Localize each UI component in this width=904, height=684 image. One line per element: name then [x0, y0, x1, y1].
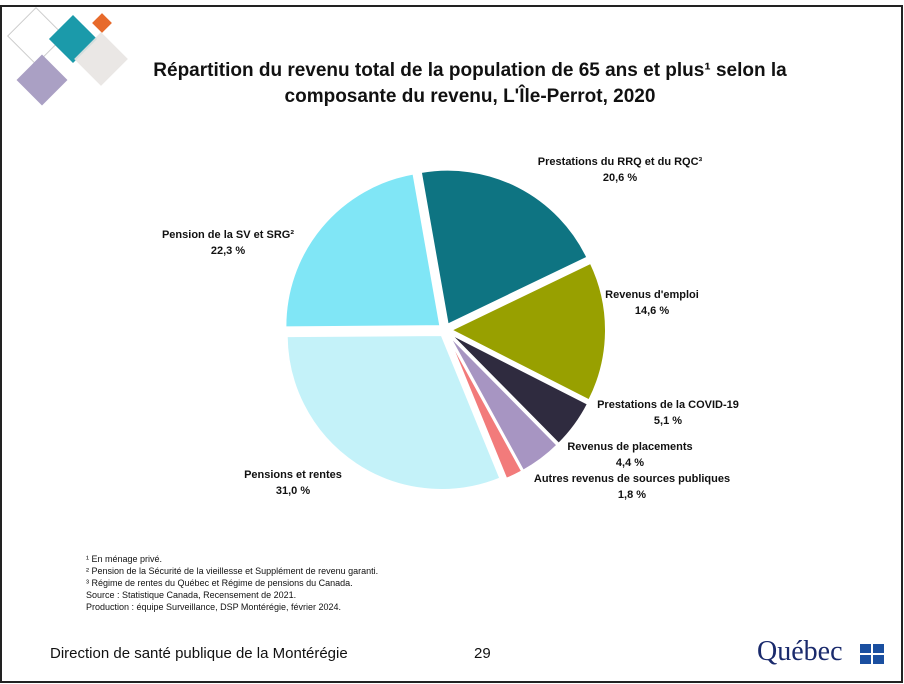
decoration: [7, 7, 128, 106]
pie-slice: [285, 333, 502, 491]
value-label: 1,8 %: [618, 489, 646, 501]
pie-slice: [448, 261, 607, 402]
value-label: 4,4 %: [616, 457, 644, 469]
slice-label: Prestations de la COVID-19: [597, 399, 739, 411]
pie-slice: [446, 334, 524, 481]
footnote: Production : équipe Surveillance, DSP Mo…: [86, 602, 341, 612]
footnote: ³ Régime de rentes du Québec et Régime d…: [86, 578, 353, 588]
chart-title: Répartition du revenu total de la popula…: [153, 60, 787, 107]
value-label: 22,3 %: [211, 245, 245, 257]
pie-slice: [284, 172, 442, 329]
value-label: 31,0 %: [276, 485, 310, 497]
footnote: ¹ En ménage privé.: [86, 554, 163, 564]
slice-label: Prestations du RRQ et du RQC³: [538, 156, 703, 168]
value-label: 5,1 %: [654, 415, 682, 427]
pie-slice: [447, 334, 559, 473]
value-label: 20,6 %: [603, 172, 637, 184]
quebec-flag: [860, 644, 884, 664]
logo: Québec: [757, 636, 843, 667]
slide-border: [0, 5, 903, 683]
slice-label: Autres revenus de sources publiques: [534, 473, 730, 485]
page-number: 29: [474, 645, 491, 662]
slice-label: Pensions et rentes: [244, 469, 342, 481]
slice-label: Revenus de placements: [567, 441, 692, 453]
slice-label: Pension de la SV et SRG²: [162, 229, 294, 241]
value-label: 14,6 %: [635, 305, 669, 317]
footnotes: ¹ En ménage privé. ² Pension de la Sécuri…: [86, 553, 378, 613]
pie-slice: [419, 168, 589, 327]
slice-label: Revenus d'emploi: [605, 289, 699, 301]
pie-slice: [449, 332, 590, 446]
footer-organization: Direction de santé publique de la Montér…: [50, 645, 348, 662]
footnote: ² Pension de la Sécurité de la vieilless…: [86, 566, 379, 576]
footnote: Source : Statistique Canada, Recensement…: [86, 590, 297, 600]
